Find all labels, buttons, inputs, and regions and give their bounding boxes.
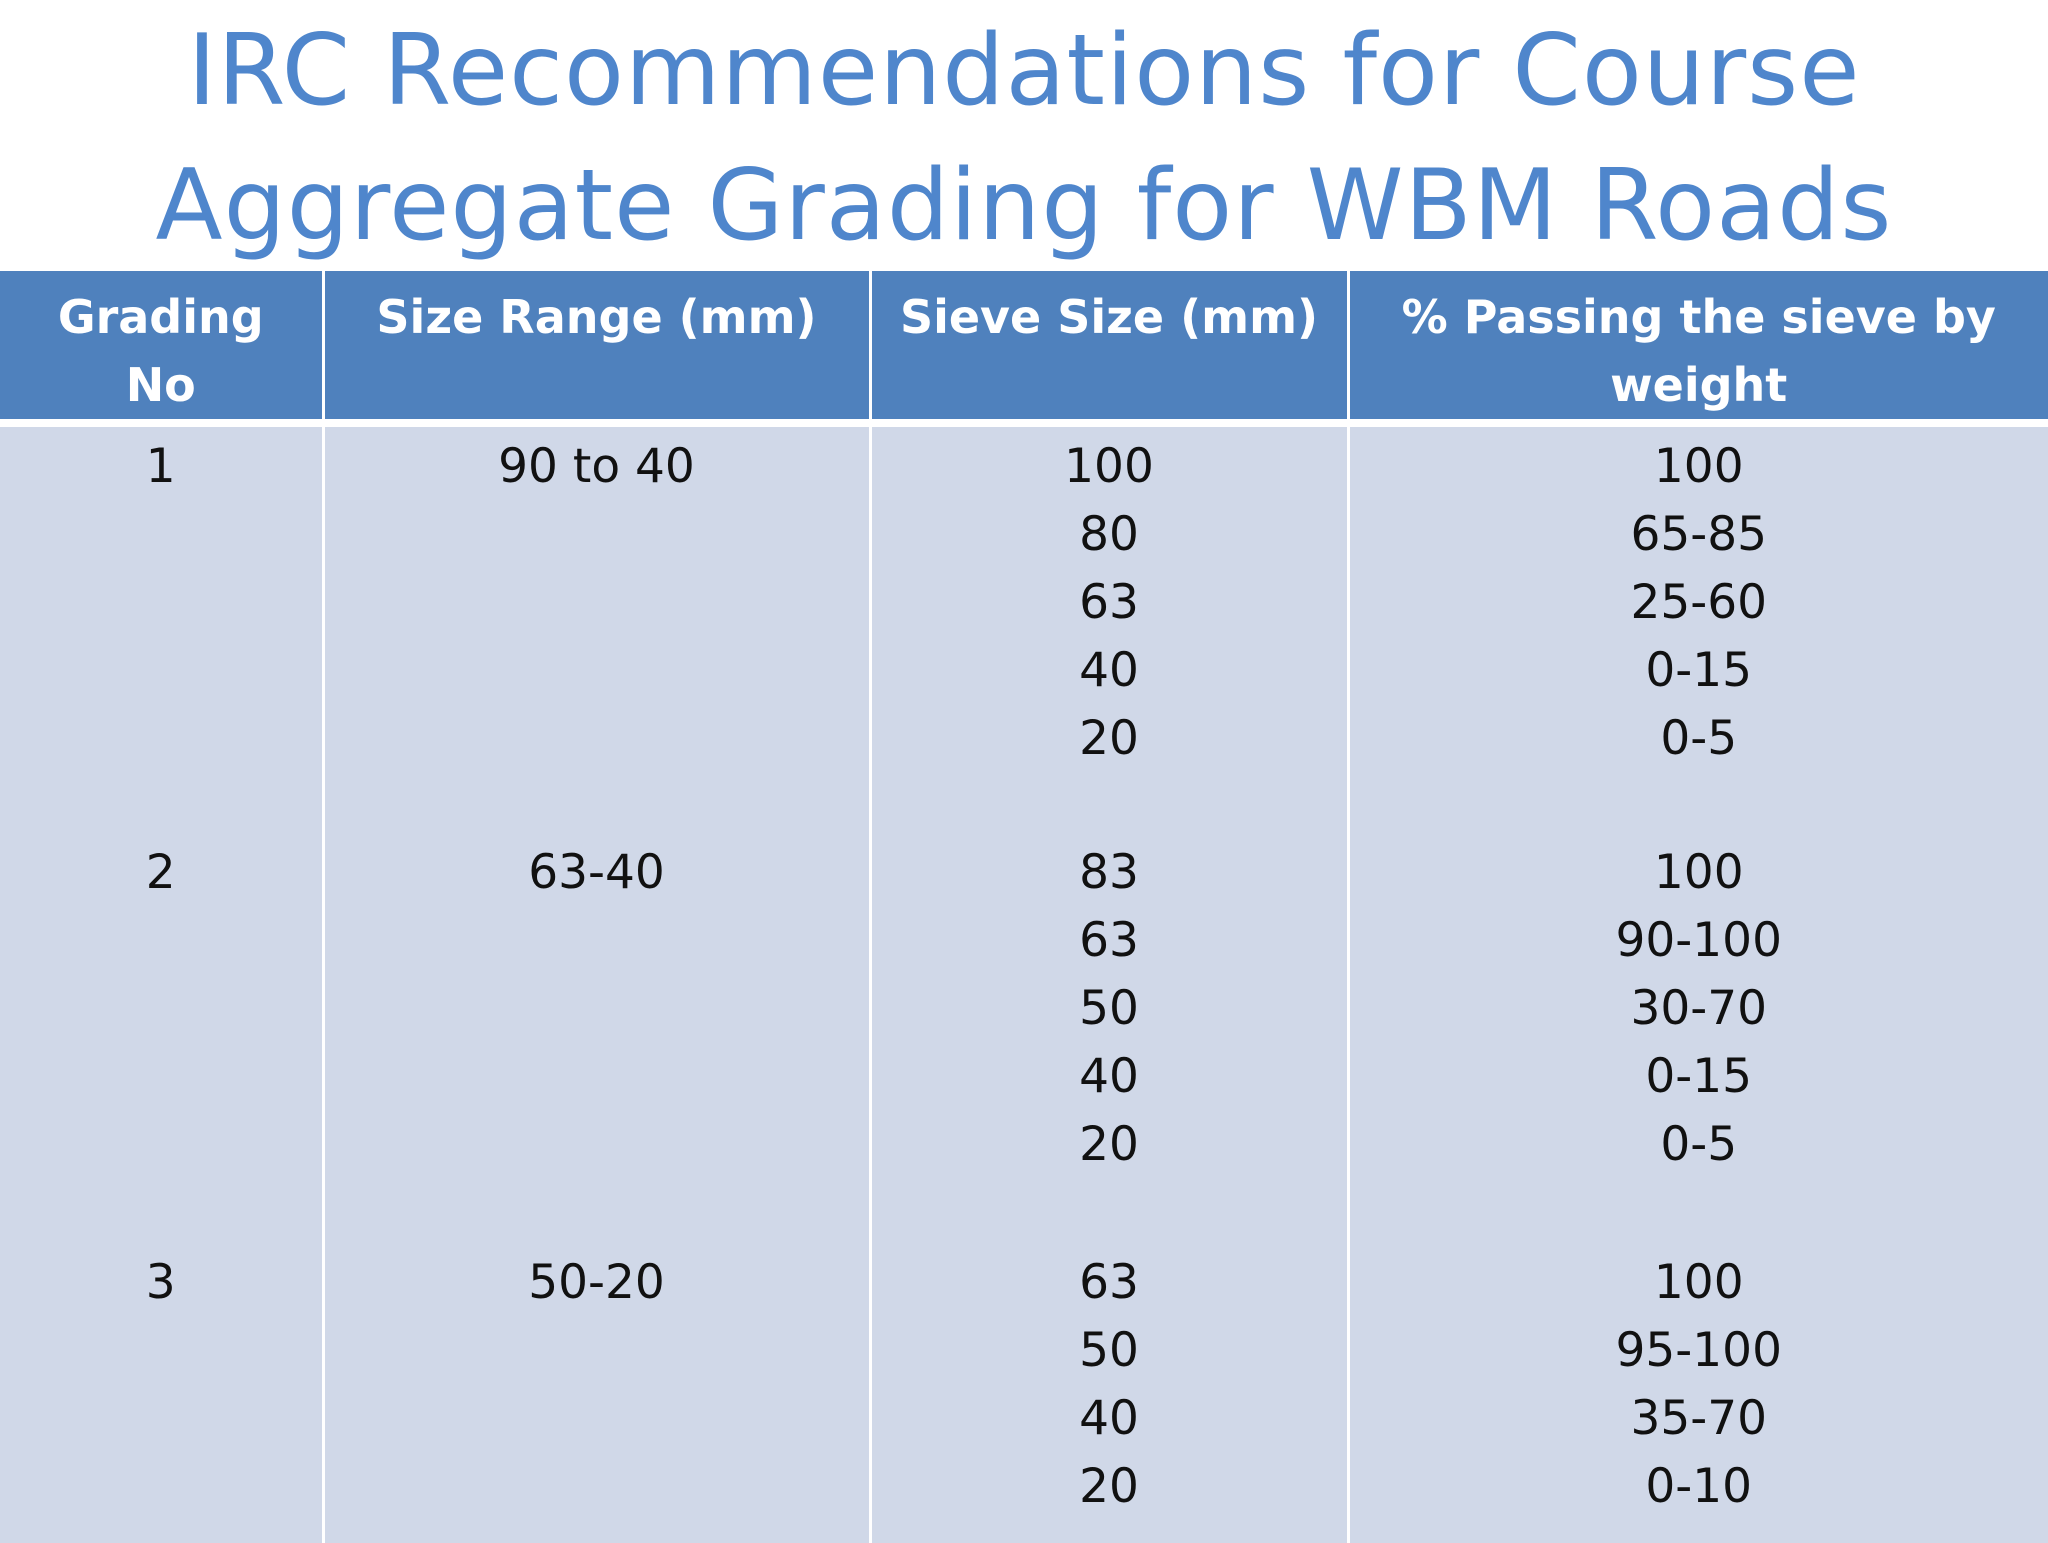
grading-table: Grading No Size Range (mm) Sieve Size (m…: [0, 271, 2048, 1543]
sieve-size-value: 63: [1079, 1255, 1139, 1310]
passing-value: 100: [1653, 845, 1744, 900]
header-size-range: Size Range (mm): [321, 271, 870, 427]
passing-value: 0-5: [1660, 1117, 1738, 1172]
slide-title-line-2: Aggregate Grading for WBM Roads: [155, 149, 1893, 263]
size-range-cell: 50-20: [321, 1243, 870, 1543]
table-row: 2 63-40 83 63 50 40 20 100 90-100 30-70 …: [0, 833, 2048, 1243]
sieve-size-value: 40: [1079, 1391, 1139, 1446]
passing-value: 100: [1653, 1255, 1744, 1310]
sieve-size-value: 50: [1079, 981, 1139, 1036]
grading-no-cell: 2: [0, 833, 323, 1243]
passing-cell: 100 95-100 35-70 0-10: [1346, 1243, 2048, 1543]
sieve-size-value: 20: [1079, 1459, 1139, 1514]
sieve-size-value: 63: [1079, 575, 1139, 630]
sieve-size-value: 80: [1079, 507, 1139, 562]
passing-value: 30-70: [1630, 981, 1768, 1036]
passing-value: 95-100: [1615, 1323, 1782, 1378]
sieve-size-value: 83: [1079, 845, 1139, 900]
passing-value: 90-100: [1615, 913, 1782, 968]
sieve-size-value: 20: [1079, 1117, 1139, 1172]
passing-value: 0-10: [1645, 1459, 1753, 1514]
sieve-size-value: 40: [1079, 643, 1139, 698]
header-grading-no: Grading No: [0, 271, 323, 427]
sieve-size-value: 50: [1079, 1323, 1139, 1378]
passing-value: 0-5: [1660, 711, 1738, 766]
passing-value: 65-85: [1630, 507, 1768, 562]
sieve-size-cell: 83 63 50 40 20: [868, 833, 1348, 1243]
sieve-size-cell: 63 50 40 20: [868, 1243, 1348, 1543]
slide-title: IRC Recommendations for Course Aggregate…: [0, 4, 2048, 274]
passing-value: 100: [1653, 439, 1744, 494]
passing-value: 0-15: [1645, 1049, 1753, 1104]
sieve-size-value: 100: [1064, 439, 1154, 494]
grading-no-cell: 1: [0, 423, 323, 833]
size-range-cell: 63-40: [321, 833, 870, 1243]
passing-value: 0-15: [1645, 643, 1753, 698]
sieve-size-value: 20: [1079, 711, 1139, 766]
passing-value: 25-60: [1630, 575, 1768, 630]
sieve-size-value: 63: [1079, 913, 1139, 968]
sieve-size-value: 40: [1079, 1049, 1139, 1104]
size-range-cell: 90 to 40: [321, 423, 870, 833]
table-row: 1 90 to 40 100 80 63 40 20 100 65-85 25-…: [0, 423, 2048, 833]
passing-cell: 100 65-85 25-60 0-15 0-5: [1346, 423, 2048, 833]
slide-title-line-1: IRC Recommendations for Course: [187, 14, 1861, 128]
header-sieve-size: Sieve Size (mm): [868, 271, 1348, 427]
table-header-row: Grading No Size Range (mm) Sieve Size (m…: [0, 271, 2048, 427]
table-row: 3 50-20 63 50 40 20 100 95-100 35-70 0-1…: [0, 1243, 2048, 1543]
sieve-size-cell: 100 80 63 40 20: [868, 423, 1348, 833]
header-percent-passing: % Passing the sieve by weight: [1346, 271, 2048, 427]
passing-value: 35-70: [1630, 1391, 1768, 1446]
grading-no-cell: 3: [0, 1243, 323, 1543]
passing-cell: 100 90-100 30-70 0-15 0-5: [1346, 833, 2048, 1243]
